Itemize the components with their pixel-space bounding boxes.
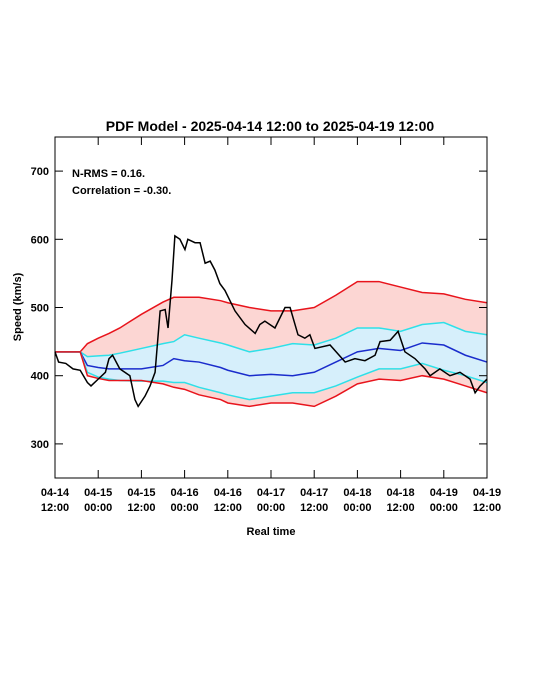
x-tick-label-line: 12:00: [41, 502, 69, 514]
x-tick-label-line: 04-18: [343, 487, 371, 499]
series-line: [55, 351, 488, 401]
x-tick-label-line: 04-15: [127, 487, 155, 499]
y-tick-label: 500: [31, 303, 49, 315]
x-tick-label-line: 00:00: [430, 502, 458, 514]
annotation: Correlation = -0.30.: [72, 185, 171, 197]
series-line: [55, 321, 488, 358]
x-tick-label-line: 00:00: [171, 502, 199, 514]
series-line: [54, 234, 488, 408]
x-tick-label-line: 04-15: [84, 487, 112, 499]
x-tick-label: 04-16 12:00: [214, 487, 242, 514]
x-tick-label: 04-15 00:00: [84, 487, 112, 514]
series-line: [55, 351, 488, 408]
x-tick-label-line: 04-17: [257, 487, 285, 499]
x-tick-label: 04-18 12:00: [387, 487, 415, 514]
x-tick-label: 04-18 00:00: [343, 487, 371, 514]
x-tick-label-line: 12:00: [300, 502, 328, 514]
y-axis-title: Speed (km/s): [12, 272, 24, 341]
x-tick-label-line: 12:00: [473, 502, 501, 514]
series-line: [55, 280, 488, 353]
x-tick-label-line: 12:00: [387, 502, 415, 514]
y-tick-label: 400: [31, 371, 49, 383]
x-tick-label: 04-17 00:00: [257, 487, 285, 514]
x-tick-label-line: 12:00: [214, 502, 242, 514]
x-tick-label: 04-16 00:00: [171, 487, 199, 514]
x-tick-label-line: 04-19: [430, 487, 458, 499]
annotation: N-RMS = 0.16.: [72, 168, 145, 180]
y-tick-label: 700: [31, 166, 49, 178]
x-tick-label-line: 04-14: [41, 487, 70, 499]
x-tick-label: 04-19 12:00: [473, 487, 501, 514]
x-tick-label-line: 04-16: [214, 487, 242, 499]
series-line: [55, 342, 488, 377]
x-tick-label-line: 04-17: [300, 487, 328, 499]
band-fill: [55, 322, 487, 400]
x-tick-label-line: 04-19: [473, 487, 501, 499]
x-tick-label-line: 00:00: [84, 502, 112, 514]
y-tick-label: 600: [31, 234, 49, 246]
x-tick-label-line: 04-16: [171, 487, 199, 499]
x-tick-label: 04-14 12:00: [41, 487, 70, 514]
x-tick-label: 04-15 12:00: [127, 487, 155, 514]
x-tick-label: 04-17 12:00: [300, 487, 328, 514]
x-tick-label-line: 12:00: [127, 502, 155, 514]
x-axis-title: Real time: [247, 526, 296, 538]
chart-title: PDF Model - 2025-04-14 12:00 to 2025-04-…: [106, 118, 435, 134]
x-tick-label-line: 04-18: [387, 487, 415, 499]
y-tick-label: 300: [31, 439, 49, 451]
x-tick-label-line: 00:00: [257, 502, 285, 514]
x-tick-label: 04-19 00:00: [430, 487, 458, 514]
x-tick-label-line: 00:00: [343, 502, 371, 514]
